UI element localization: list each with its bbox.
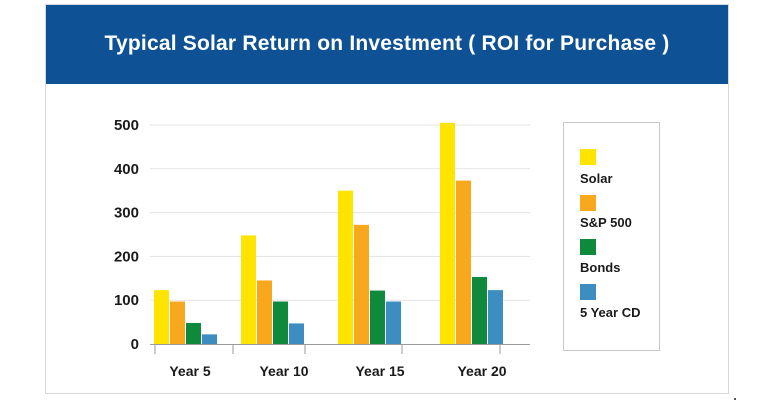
x-tick-label: Year 10 — [259, 363, 308, 379]
bar-solar-year-5 — [154, 290, 169, 344]
bar-s-p-500-year-5 — [170, 301, 185, 344]
legend-swatch — [580, 284, 596, 300]
bar-s-p-500-year-15 — [354, 224, 369, 344]
legend-swatch — [580, 195, 596, 211]
bar-5-year-cd-year-5 — [202, 334, 217, 344]
bar-solar-year-10 — [241, 235, 256, 344]
bar-5-year-cd-year-15 — [386, 301, 401, 344]
x-tick-label: Year 15 — [355, 363, 404, 379]
chart-header: Typical Solar Return on Investment ( ROI… — [46, 5, 728, 84]
bar-s-p-500-year-20 — [456, 180, 471, 344]
bar-solar-year-20 — [440, 122, 455, 344]
bar-bonds-year-20 — [472, 276, 487, 344]
y-tick-label: 200 — [114, 248, 139, 265]
chart-title: Typical Solar Return on Investment ( ROI… — [104, 31, 670, 55]
bar-bonds-year-5 — [186, 322, 201, 344]
legend-label: 5 Year CD — [580, 305, 640, 320]
x-tick-label: Year 20 — [457, 363, 506, 379]
bars — [154, 122, 503, 344]
bar-solar-year-15 — [338, 190, 353, 344]
x-axis-ticks: Year 5 Year 10 Year 15 Year 20 — [169, 363, 506, 379]
corner-mark — [734, 398, 736, 400]
x-axis — [150, 344, 530, 354]
y-tick-label: 0 — [131, 336, 139, 353]
y-tick-label: 100 — [114, 292, 139, 309]
bar-s-p-500-year-10 — [257, 280, 272, 344]
legend-swatch — [580, 149, 596, 165]
legend-label: S&P 500 — [580, 215, 632, 230]
y-tick-label: 500 — [114, 117, 139, 134]
y-tick-label: 400 — [114, 161, 139, 178]
y-tick-label: 300 — [114, 205, 139, 222]
legend: Solar S&P 500 Bonds 5 Year CD — [563, 122, 660, 351]
bar-bonds-year-15 — [370, 290, 385, 344]
legend-box — [563, 122, 660, 351]
y-axis-ticks: 0 100 200 300 400 500 — [114, 117, 139, 353]
bar-5-year-cd-year-10 — [289, 323, 304, 344]
legend-label: Bonds — [580, 260, 620, 275]
bar-bonds-year-10 — [273, 301, 288, 344]
legend-swatch — [580, 239, 596, 255]
bar-5-year-cd-year-20 — [488, 290, 503, 344]
x-tick-label: Year 5 — [169, 363, 210, 379]
legend-label: Solar — [580, 171, 613, 186]
